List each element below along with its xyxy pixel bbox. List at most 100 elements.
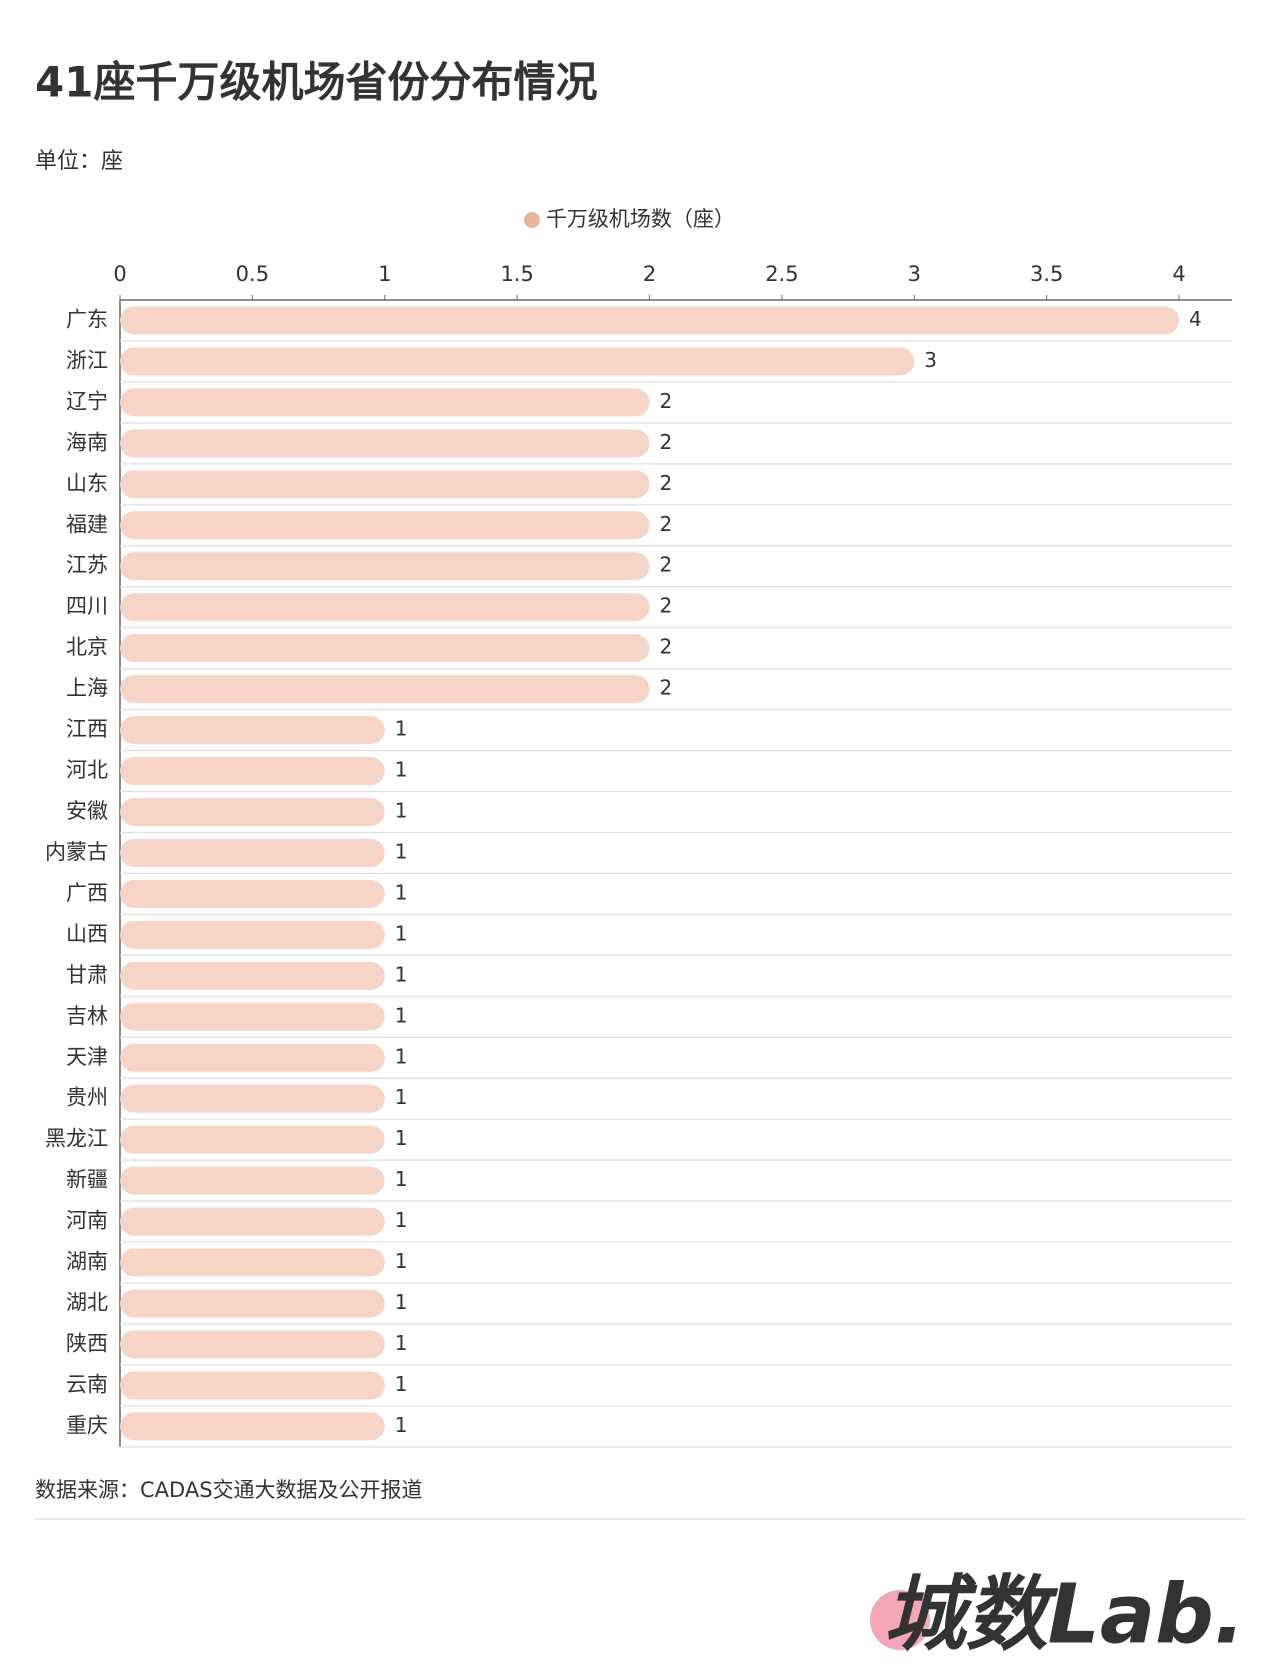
bar [120, 798, 385, 826]
x-tick-label: 1.5 [500, 262, 533, 286]
bar [120, 920, 385, 949]
bar [120, 1289, 385, 1318]
legend-label: 千万级机场数（座） [546, 207, 735, 231]
y-tick-label: 山西 [66, 922, 108, 946]
bar [120, 1043, 385, 1072]
y-tick-label: 广西 [66, 881, 108, 905]
value-label: 1 [395, 880, 408, 904]
x-tick-label: 1 [378, 262, 391, 286]
value-label: 1 [395, 1413, 408, 1437]
y-tick-label: 吉林 [66, 1004, 108, 1028]
value-label: 2 [660, 676, 673, 700]
value-label: 1 [395, 1167, 408, 1191]
y-tick-label: 安徽 [66, 799, 108, 823]
bar [120, 552, 650, 581]
y-tick-label: 湖南 [66, 1250, 108, 1274]
value-label: 2 [660, 471, 673, 495]
value-label: 2 [660, 430, 673, 454]
bar [120, 388, 650, 417]
value-label: 2 [660, 553, 673, 577]
y-tick-label: 内蒙古 [45, 840, 108, 864]
bar [120, 634, 650, 663]
bar [120, 593, 650, 622]
bar [120, 1330, 385, 1359]
y-tick-label: 新疆 [66, 1168, 108, 1192]
y-tick-label: 上海 [66, 676, 108, 700]
value-label: 1 [395, 799, 408, 823]
value-label: 1 [395, 962, 408, 986]
bar [120, 347, 915, 376]
value-label: 1 [395, 839, 408, 863]
y-tick-label: 四川 [66, 594, 108, 618]
value-label: 1 [395, 1126, 408, 1150]
bar [120, 511, 650, 540]
bar [120, 1166, 385, 1195]
bar [120, 1412, 385, 1441]
chart-subtitle: 单位：座 [35, 149, 123, 174]
y-tick-label: 贵州 [66, 1086, 108, 1110]
bar [120, 879, 385, 908]
source-note: 数据来源：CADAS交通大数据及公开报道 [35, 1478, 423, 1502]
y-tick-label: 山东 [66, 471, 108, 495]
x-tick-label: 4 [1172, 262, 1185, 286]
value-label: 2 [660, 635, 673, 659]
logo-dot [870, 1590, 930, 1650]
value-label: 1 [395, 758, 408, 782]
value-label: 1 [395, 1003, 408, 1027]
value-label: 1 [395, 717, 408, 741]
value-label: 1 [395, 1208, 408, 1232]
y-tick-label: 福建 [66, 512, 108, 536]
value-label: 2 [660, 594, 673, 618]
y-tick-label: 江西 [66, 717, 108, 741]
bar [120, 1248, 385, 1277]
bar [120, 961, 385, 990]
x-tick-label: 3 [908, 262, 921, 286]
bar [120, 838, 385, 867]
bar [120, 429, 650, 458]
bar [120, 757, 385, 786]
value-label: 3 [924, 348, 937, 372]
bar [120, 1125, 385, 1154]
value-label: 4 [1189, 307, 1202, 331]
x-tick-label: 3.5 [1030, 262, 1063, 286]
x-tick-label: 2 [643, 262, 656, 286]
value-label: 1 [395, 1249, 408, 1273]
chart-title: 41座千万级机场省份分布情况 [35, 58, 597, 107]
bar [120, 470, 650, 499]
bar [120, 1002, 385, 1031]
y-tick-label: 浙江 [66, 348, 108, 372]
value-label: 1 [395, 1372, 408, 1396]
bar [120, 306, 1180, 335]
y-tick-label: 甘肃 [66, 963, 108, 987]
value-label: 2 [660, 512, 673, 536]
y-tick-label: 湖北 [66, 1291, 108, 1315]
y-tick-label: 天津 [66, 1045, 108, 1069]
bar [120, 1084, 385, 1113]
legend-swatch [523, 212, 540, 228]
bar [120, 716, 385, 745]
y-tick-label: 黑龙江 [45, 1127, 108, 1151]
x-tick-label: 0 [113, 262, 126, 286]
value-label: 1 [395, 1085, 408, 1109]
y-tick-label: 陕西 [66, 1331, 108, 1355]
bar [120, 675, 650, 704]
logo: 城数Lab. [884, 1567, 1245, 1662]
value-label: 1 [395, 921, 408, 945]
x-tick-label: 0.5 [236, 262, 269, 286]
y-tick-label: 云南 [66, 1372, 108, 1396]
y-tick-label: 海南 [66, 430, 108, 454]
y-tick-label: 辽宁 [66, 389, 108, 413]
value-label: 1 [395, 1290, 408, 1314]
value-label: 2 [660, 389, 673, 413]
y-tick-label: 江苏 [66, 553, 108, 577]
bar [120, 1371, 385, 1400]
y-tick-label: 河南 [66, 1209, 108, 1233]
y-tick-label: 重庆 [66, 1413, 108, 1437]
x-tick-label: 2.5 [765, 262, 798, 286]
y-tick-label: 广东 [66, 307, 108, 331]
y-tick-label: 北京 [66, 635, 108, 659]
y-tick-label: 河北 [66, 758, 108, 782]
value-label: 1 [395, 1331, 408, 1355]
bar [120, 1207, 385, 1236]
